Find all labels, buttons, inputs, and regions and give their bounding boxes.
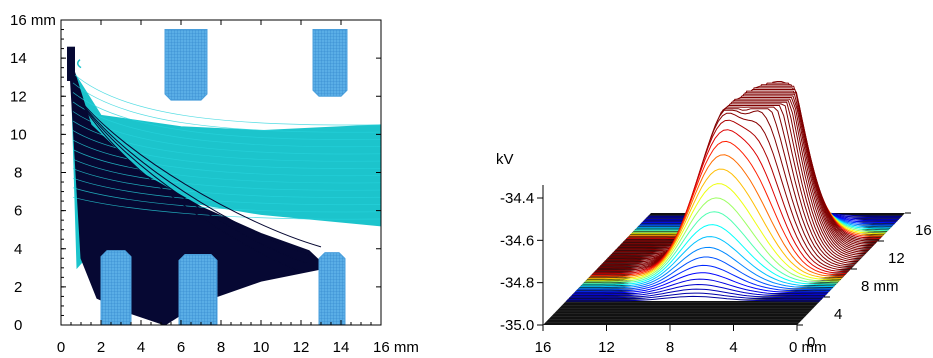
y-tick-label: 14	[10, 50, 27, 67]
surface-contours	[566, 81, 902, 302]
electrode-upper-left	[164, 29, 208, 101]
x-tick-label: 14	[333, 339, 350, 356]
surface-contour-line	[586, 183, 841, 281]
cyan-trajectory-line	[72, 101, 381, 148]
surface-contour-line	[580, 236, 835, 288]
trajectory-bundle	[67, 46, 381, 325]
surface-contour-line	[569, 288, 824, 299]
surface-contour-line	[584, 197, 839, 283]
cyan-trajectory-line	[72, 168, 381, 198]
surface-contour-line	[604, 101, 859, 262]
y-axis-ticks: 0 2 4 6 8 10 12 14 16 mm	[10, 12, 381, 334]
y-tick-label: 8 mm	[861, 278, 899, 295]
y-tick-label: 8	[14, 165, 22, 182]
z-tick-label: -34.8	[500, 275, 534, 292]
cyan-trajectory-line	[72, 92, 381, 140]
y-tick-label: 16	[915, 222, 932, 239]
dark-trajectory-line	[76, 95, 310, 265]
y-tick-label: 10	[10, 126, 27, 143]
x-tick-label: 8	[666, 339, 674, 356]
cyan-loop	[77, 59, 82, 69]
electrode-lower-left	[100, 250, 132, 325]
z-tick-label: -35.0	[500, 317, 534, 334]
surface-contour-line	[592, 129, 847, 275]
x-tick-label: 0 mm	[789, 339, 827, 356]
surface-contour-line	[573, 272, 828, 294]
x-tick-label: 8	[217, 339, 225, 356]
surface-contour-line	[566, 295, 821, 302]
y-tick-label: 4	[834, 306, 842, 323]
x-tick-label: 2	[97, 339, 105, 356]
cyan-trajectory-line	[72, 82, 381, 133]
surface-contour-line	[593, 119, 848, 273]
x-tick-label: 4	[729, 339, 737, 356]
z-unit-label: kV	[496, 151, 514, 168]
y-tick-label: 6	[14, 203, 22, 220]
cyan-trajectory-line	[72, 139, 381, 177]
surface-contour-line	[606, 100, 861, 260]
surface-contour-line	[597, 109, 852, 270]
surface-contour-line	[603, 103, 858, 264]
x-tick-label: 12	[598, 339, 615, 356]
cyan-trajectory-line	[72, 196, 381, 220]
x-axis-ticks: 0 2 4 6 8 10 12 14 16 mm	[57, 20, 419, 356]
y-tick-label: 0	[14, 317, 22, 334]
trajectory-plot: 0 2 4 6 8 10 12 14 16 mm 0 2 4 6 8 10 12 14 16 mm	[10, 12, 419, 356]
surface-contour-line	[595, 112, 850, 272]
surface-contour-line	[590, 140, 845, 276]
z-tick-label: -34.6	[500, 232, 534, 249]
x-tick-label: 16 mm	[373, 339, 419, 356]
x-tick-label: 12	[293, 339, 310, 356]
cyan-trajectory-line	[72, 120, 381, 162]
surface-contour-line	[570, 283, 825, 297]
electrode-lower-middle	[178, 253, 218, 325]
surface-contour-line	[607, 98, 862, 259]
surface-contour-line	[567, 292, 822, 300]
y-tick-label: 2	[14, 279, 22, 296]
y-tick-label: 12	[10, 88, 27, 105]
surface-contour-line	[587, 168, 842, 280]
surface-contour-line	[581, 224, 836, 286]
dark-trajectory-line	[76, 95, 322, 248]
y-tick-label: 12	[888, 250, 905, 267]
surface-contour-line	[583, 211, 838, 284]
electrode-upper-right	[312, 29, 348, 97]
surface-contour-line	[600, 106, 855, 267]
electrode-shapes	[100, 29, 348, 325]
cyan-trajectory-line	[72, 149, 381, 184]
x-tick-label: 16	[535, 339, 552, 356]
emitter-strip	[67, 46, 75, 81]
y-tick-label: 4	[14, 241, 22, 258]
y-tick-label: 16 mm	[10, 12, 56, 29]
surface-contour-line	[572, 278, 827, 296]
x-tick-label: 0	[57, 339, 65, 356]
dark-trajectory-line	[76, 95, 314, 257]
surface-contour-line	[601, 105, 856, 265]
x-tick-label: 6	[177, 339, 185, 356]
surface-contour-line	[575, 264, 830, 292]
x-tick-label: 10	[253, 339, 270, 356]
surface-fill-slice	[566, 296, 821, 301]
surface-contour-line	[576, 256, 831, 291]
cyan-trajectory-line	[72, 158, 381, 191]
z-tick-label: -34.4	[500, 190, 534, 207]
electrode-lower-right	[318, 252, 346, 325]
surface-contour-line	[598, 108, 853, 268]
surface-contour-line	[589, 154, 844, 278]
dark-trajectory-line	[76, 96, 302, 273]
cyan-trajectory-line	[72, 73, 381, 126]
surface-contour-line	[578, 246, 833, 289]
x-tick-label: 4	[137, 339, 145, 356]
cyan-trajectory-line	[72, 130, 381, 169]
y-tick-label: 0	[807, 334, 815, 351]
